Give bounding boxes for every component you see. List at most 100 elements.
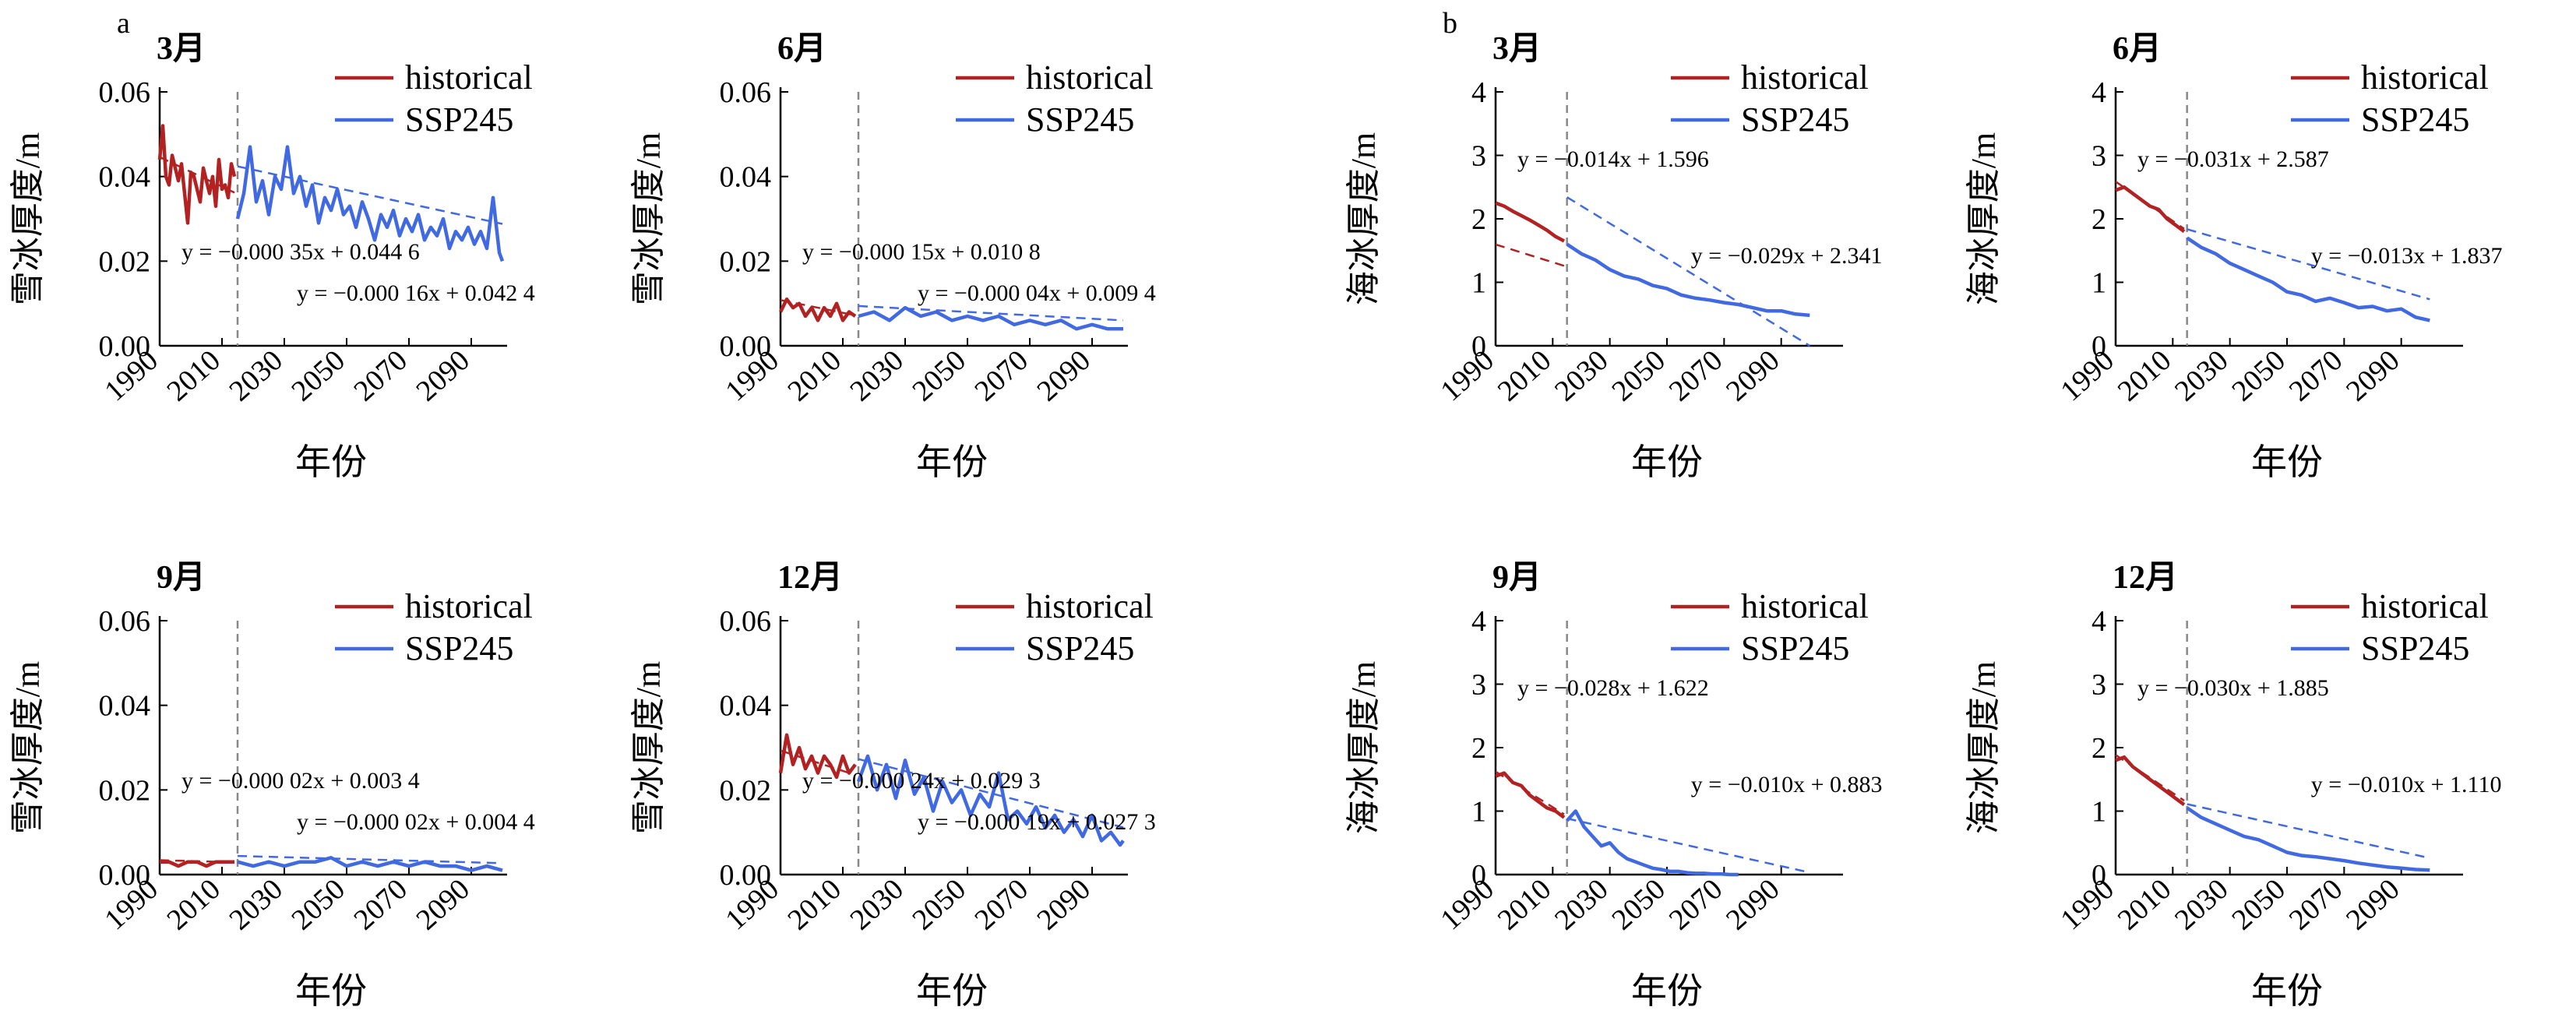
x-tick-label: 2010 <box>781 343 848 407</box>
y-tick-label: 3 <box>1471 669 1486 702</box>
y-tick-label: 0.02 <box>99 245 151 278</box>
series-line-historical <box>2115 755 2186 807</box>
trendline-historical <box>780 749 856 776</box>
x-tick-label: 2090 <box>1720 343 1786 407</box>
y-tick-label: 0.06 <box>720 605 772 638</box>
x-tick-label: 2010 <box>2112 872 2178 936</box>
x-tick-label: 2010 <box>781 872 848 936</box>
x-tick-label: 2050 <box>285 872 351 936</box>
x-tick-label: 1990 <box>2054 343 2120 407</box>
trendline-equation: y = −0.000 24x + 0.029 3 <box>802 768 1041 794</box>
chart-panel-1: 0.000.020.040.06199020102030205020702090… <box>9 31 535 482</box>
legend-label-ssp245: SSP245 <box>1026 100 1134 139</box>
y-tick-label: 0.02 <box>720 245 772 278</box>
legend-label-ssp245: SSP245 <box>1026 629 1134 667</box>
y-tick-label: 4 <box>1471 605 1486 638</box>
y-tick-label: 1 <box>2091 267 2106 300</box>
x-tick-label: 2070 <box>347 343 414 407</box>
x-tick-label: 2030 <box>1549 872 1615 936</box>
trendline-historical <box>2115 754 2185 802</box>
y-axis-label: 雪冰厚度/m <box>9 661 47 834</box>
trendline-ssp245 <box>1566 817 1810 874</box>
y-tick-label: 0.06 <box>99 605 151 638</box>
trendline-ssp245 <box>237 854 503 864</box>
x-axis-label: 年份 <box>1631 442 1703 482</box>
trendline-equation: y = −0.000 16x + 0.042 4 <box>297 280 535 306</box>
y-tick-label: 1 <box>1471 267 1486 300</box>
trendline-ssp245 <box>237 165 503 225</box>
legend-label-ssp245: SSP245 <box>405 629 513 667</box>
series-line-ssp245 <box>235 145 505 262</box>
y-tick-label: 3 <box>2091 140 2106 173</box>
y-tick-label: 0.06 <box>720 76 772 109</box>
x-tick-label: 2070 <box>968 872 1034 936</box>
legend-label-ssp245: SSP245 <box>1741 629 1849 667</box>
x-tick-label: 2070 <box>1663 343 1729 407</box>
x-tick-label: 2030 <box>223 872 289 936</box>
panel-letter-a: a <box>117 7 130 40</box>
trendline-equation: y = −0.031x + 2.587 <box>2137 146 2329 172</box>
series-line-ssp245 <box>856 754 1125 847</box>
x-tick-label: 2050 <box>285 343 351 407</box>
x-tick-label: 2090 <box>1031 872 1097 936</box>
x-axis-label: 年份 <box>295 442 367 482</box>
y-tick-label: 0 <box>2091 859 2106 892</box>
chart-title: 3月 <box>157 31 206 67</box>
x-tick-label: 2030 <box>223 343 289 407</box>
trendline-equation: y = −0.000 04x + 0.009 4 <box>918 280 1156 306</box>
legend-label-ssp245: SSP245 <box>1741 100 1849 139</box>
chart-title: 3月 <box>1492 31 1542 67</box>
chart-title: 6月 <box>2113 31 2162 67</box>
y-tick-label: 0.04 <box>720 161 772 194</box>
series-line-ssp245 <box>2186 236 2430 322</box>
x-tick-label: 2050 <box>2225 343 2292 407</box>
x-tick-label: 2090 <box>1720 872 1786 936</box>
x-tick-label: 2070 <box>968 343 1034 407</box>
x-tick-label: 2070 <box>2283 343 2349 407</box>
trendline-equation: y = −0.028x + 1.622 <box>1517 675 1709 701</box>
x-tick-label: 2010 <box>1492 343 1558 407</box>
y-tick-label: 1 <box>1471 796 1486 829</box>
x-tick-label: 2010 <box>160 343 227 407</box>
x-axis-label: 年份 <box>916 442 988 482</box>
x-tick-label: 1990 <box>2054 872 2120 936</box>
chart-panel-6: 0.000.020.040.06199020102030205020702090… <box>629 560 1156 1011</box>
series-line-ssp245 <box>1566 809 1739 877</box>
x-tick-label: 2050 <box>1605 872 1672 936</box>
y-tick-label: 2 <box>1471 203 1486 236</box>
chart-panel-5: 0.000.020.040.06199020102030205020702090… <box>9 560 535 1011</box>
series-line-historical <box>160 860 234 868</box>
y-tick-label: 0 <box>1471 330 1486 363</box>
x-tick-label: 2050 <box>906 872 972 936</box>
x-tick-label: 2030 <box>2169 872 2235 936</box>
y-tick-label: 0.02 <box>99 774 151 807</box>
x-axis-label: 年份 <box>295 971 367 1011</box>
legend-label-ssp245: SSP245 <box>405 100 513 139</box>
x-tick-label: 2090 <box>410 872 476 936</box>
x-tick-label: 2070 <box>1663 872 1729 936</box>
x-tick-label: 2070 <box>347 872 414 936</box>
x-tick-label: 2090 <box>1031 343 1097 407</box>
trendline-equation: y = −0.030x + 1.885 <box>2137 675 2329 701</box>
y-tick-label: 4 <box>1471 76 1486 109</box>
y-tick-label: 3 <box>2091 669 2106 702</box>
panel-letter-b: b <box>1443 7 1457 40</box>
y-tick-label: 4 <box>2091 76 2106 109</box>
series-line-ssp245 <box>858 305 1123 331</box>
y-tick-label: 0.02 <box>720 774 772 807</box>
y-tick-label: 0 <box>2091 330 2106 363</box>
trendline-equation: y = −0.000 19x + 0.027 3 <box>918 809 1156 835</box>
x-tick-label: 2030 <box>2169 343 2235 407</box>
y-tick-label: 0.04 <box>99 690 151 723</box>
x-tick-label: 2090 <box>2340 872 2406 936</box>
x-tick-label: 1990 <box>1434 343 1500 407</box>
x-tick-label: 2010 <box>160 872 227 936</box>
x-tick-label: 2050 <box>906 343 972 407</box>
legend-label-ssp245: SSP245 <box>2361 100 2469 139</box>
y-tick-label: 2 <box>2091 732 2106 765</box>
trendline-historical <box>1495 243 1565 267</box>
